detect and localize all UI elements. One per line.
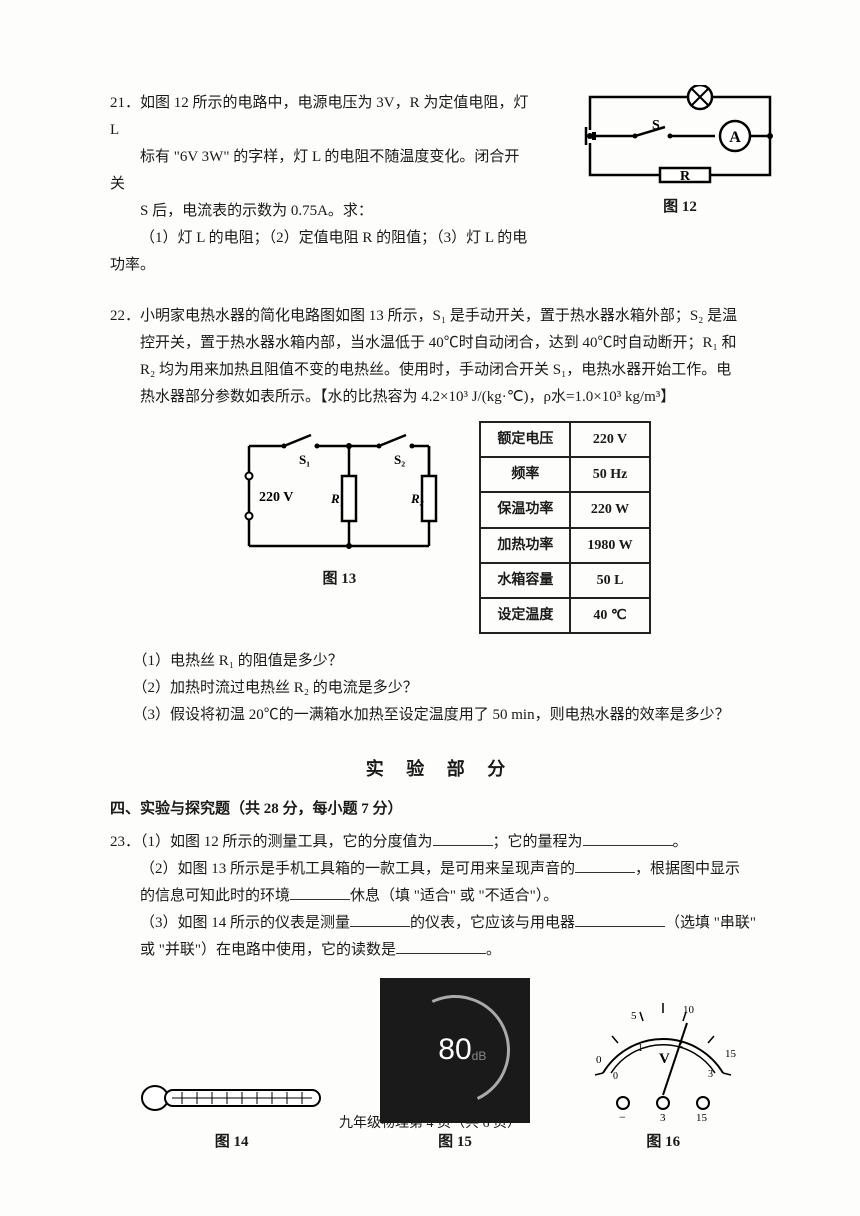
q23-s2a: （2）如图 13 所示是手机工具箱的一款工具，是可用来呈现声音的 bbox=[110, 861, 575, 877]
question-21: 21．如图 12 所示的电路中，电源电压为 3V，R 为定值电阻，灯 L 标有 … bbox=[110, 90, 770, 279]
q22-l1: 小明家电热水器的简化电路图如图 13 所示，S₁ 是手动开关，置于热水器水箱外部… bbox=[140, 308, 737, 324]
question-23: 23．（1）如图 12 所示的测量工具，它的分度值为；它的量程为。 （2）如图 … bbox=[110, 829, 770, 1156]
svg-text:S₁: S₁ bbox=[299, 452, 310, 467]
q21-text: 21．如图 12 所示的电路中，电源电压为 3V，R 为定值电阻，灯 L 标有 … bbox=[110, 90, 530, 279]
figure-12: L S A R 图 12 bbox=[580, 85, 780, 221]
q23-number: 23． bbox=[110, 834, 140, 850]
blank bbox=[396, 939, 486, 954]
q23-s3a: （3）如图 14 所示的仪表是测量 bbox=[110, 915, 350, 931]
circuit-13-svg: S₁ R₁ S₂ R₂ bbox=[229, 421, 449, 566]
blank bbox=[433, 831, 493, 846]
svg-text:S₂: S₂ bbox=[394, 452, 405, 467]
q23-s2b: ，根据图中显示 bbox=[635, 861, 740, 877]
q23-s1b: ；它的量程为 bbox=[493, 834, 583, 850]
q21-line4: （1）灯 L 的电阻；（2）定值电阻 R 的阻值；（3）灯 L 的电功率。 bbox=[110, 230, 527, 273]
q22-sub2: （2）加热时流过电热丝 R₂ 的电流是多少？ bbox=[110, 675, 770, 702]
q23-s3b: 的仪表，它应该与用电器 bbox=[410, 915, 575, 931]
table-cell: 50 Hz bbox=[570, 457, 649, 492]
fig13-caption: 图 13 bbox=[322, 566, 356, 593]
svg-text:10: 10 bbox=[683, 1004, 695, 1016]
q23-s2d: 休息（填 "适合" 或 "不适合"）。 bbox=[350, 888, 558, 904]
svg-text:220 V: 220 V bbox=[259, 490, 293, 505]
q23-s3e: 。 bbox=[486, 942, 501, 958]
svg-text:3: 3 bbox=[708, 1069, 713, 1080]
table-cell: 40 ℃ bbox=[570, 598, 649, 633]
meter-unit: dB bbox=[472, 1046, 487, 1068]
blank bbox=[350, 912, 410, 927]
svg-text:0: 0 bbox=[596, 1054, 602, 1066]
voltmeter-icon: 0 5 10 15 0 1 2 3 V − 3 15 bbox=[583, 1003, 743, 1123]
svg-text:R₂: R₂ bbox=[410, 491, 424, 506]
q21-line2: 标有 "6V 3W" 的字样，灯 L 的电阻不随温度变化。闭合开关 bbox=[110, 149, 519, 192]
page-footer: 九年级物理第 4 页（共 6 页） bbox=[0, 1111, 860, 1136]
figure-13: S₁ R₁ S₂ R₂ bbox=[229, 421, 449, 593]
table-cell: 设定温度 bbox=[480, 598, 570, 633]
table-cell: 水箱容量 bbox=[480, 563, 570, 598]
blank bbox=[575, 858, 635, 873]
svg-text:S: S bbox=[652, 118, 660, 133]
table-cell: 220 W bbox=[570, 492, 649, 527]
q23-s1c: 。 bbox=[673, 834, 688, 850]
table-cell: 额定电压 bbox=[480, 422, 570, 457]
svg-text:5: 5 bbox=[631, 1010, 637, 1022]
table-row: 设定温度40 ℃ bbox=[480, 598, 649, 633]
experiment-section-title: 实 验 部 分 bbox=[110, 753, 770, 785]
svg-text:R₁: R₁ bbox=[330, 491, 344, 506]
svg-text:R: R bbox=[680, 169, 691, 184]
q23-s1a: （1）如图 12 所示的测量工具，它的分度值为 bbox=[140, 834, 433, 850]
q23-s3d: 或 "并联"）在电路中使用，它的读数是 bbox=[110, 942, 396, 958]
svg-text:A: A bbox=[729, 129, 741, 146]
q22-number: 22． bbox=[110, 308, 140, 324]
table-row: 加热功率1980 W bbox=[480, 528, 649, 563]
q23-s3c: （选填 "串联" bbox=[665, 915, 756, 931]
table-cell: 1980 W bbox=[570, 528, 649, 563]
parameter-table-body: 额定电压220 V频率50 Hz保温功率220 W加热功率1980 W水箱容量5… bbox=[480, 422, 649, 633]
table-cell: 频率 bbox=[480, 457, 570, 492]
table-row: 水箱容量50 L bbox=[480, 563, 649, 598]
table-cell: 加热功率 bbox=[480, 528, 570, 563]
svg-text:15: 15 bbox=[725, 1048, 737, 1060]
fig12-caption: 图 12 bbox=[580, 194, 780, 221]
svg-text:1: 1 bbox=[638, 1043, 643, 1054]
table-cell: 50 L bbox=[570, 563, 649, 598]
question-22: 22．小明家电热水器的简化电路图如图 13 所示，S₁ 是手动开关，置于热水器水… bbox=[110, 303, 770, 729]
q22-l3: R₂ 均为用来加热且阻值不变的电热丝。使用时，手动闭合开关 S₁，电热水器开始工… bbox=[110, 362, 731, 378]
parameter-table: 额定电压220 V频率50 Hz保温功率220 W加热功率1980 W水箱容量5… bbox=[479, 421, 650, 634]
q22-l4: 热水器部分参数如表所示。【水的比热容为 4.2×10³ J/(kg·℃)，ρ水=… bbox=[110, 389, 675, 405]
table-row: 频率50 Hz bbox=[480, 457, 649, 492]
meter-value: 80 bbox=[438, 1023, 471, 1077]
blank bbox=[575, 912, 665, 927]
q21-line3: S 后，电流表的示数为 0.75A。求： bbox=[110, 203, 373, 219]
q21-number: 21． bbox=[110, 95, 140, 111]
part-4-title: 四、实验与探究题（共 28 分，每小题 7 分） bbox=[110, 796, 770, 823]
db-meter: 80 dB bbox=[380, 978, 530, 1123]
q22-figures-row: S₁ R₁ S₂ R₂ bbox=[110, 421, 770, 634]
svg-text:V: V bbox=[659, 1051, 670, 1067]
q22-l2: 控开关，置于热水器水箱内部，当水温低于 40℃时自动闭合，达到 40℃时自动断开… bbox=[110, 335, 737, 351]
table-row: 额定电压220 V bbox=[480, 422, 649, 457]
blank bbox=[583, 831, 673, 846]
table-row: 保温功率220 W bbox=[480, 492, 649, 527]
q21-line1: 如图 12 所示的电路中，电源电压为 3V，R 为定值电阻，灯 L bbox=[110, 95, 528, 138]
svg-text:0: 0 bbox=[613, 1071, 618, 1082]
q22-sub3: （3）假设将初温 20℃的一满箱水加热至设定温度用了 50 min，则电热水器的… bbox=[110, 702, 770, 729]
circuit-12-svg: L S A R bbox=[580, 85, 780, 190]
table-cell: 220 V bbox=[570, 422, 649, 457]
table-cell: 保温功率 bbox=[480, 492, 570, 527]
svg-text:L: L bbox=[695, 85, 704, 87]
q22-sub1: （1）电热丝 R₁ 的阻值是多少？ bbox=[110, 648, 770, 675]
blank bbox=[290, 885, 350, 900]
q23-s2c: 的信息可知此时的环境 bbox=[110, 888, 290, 904]
